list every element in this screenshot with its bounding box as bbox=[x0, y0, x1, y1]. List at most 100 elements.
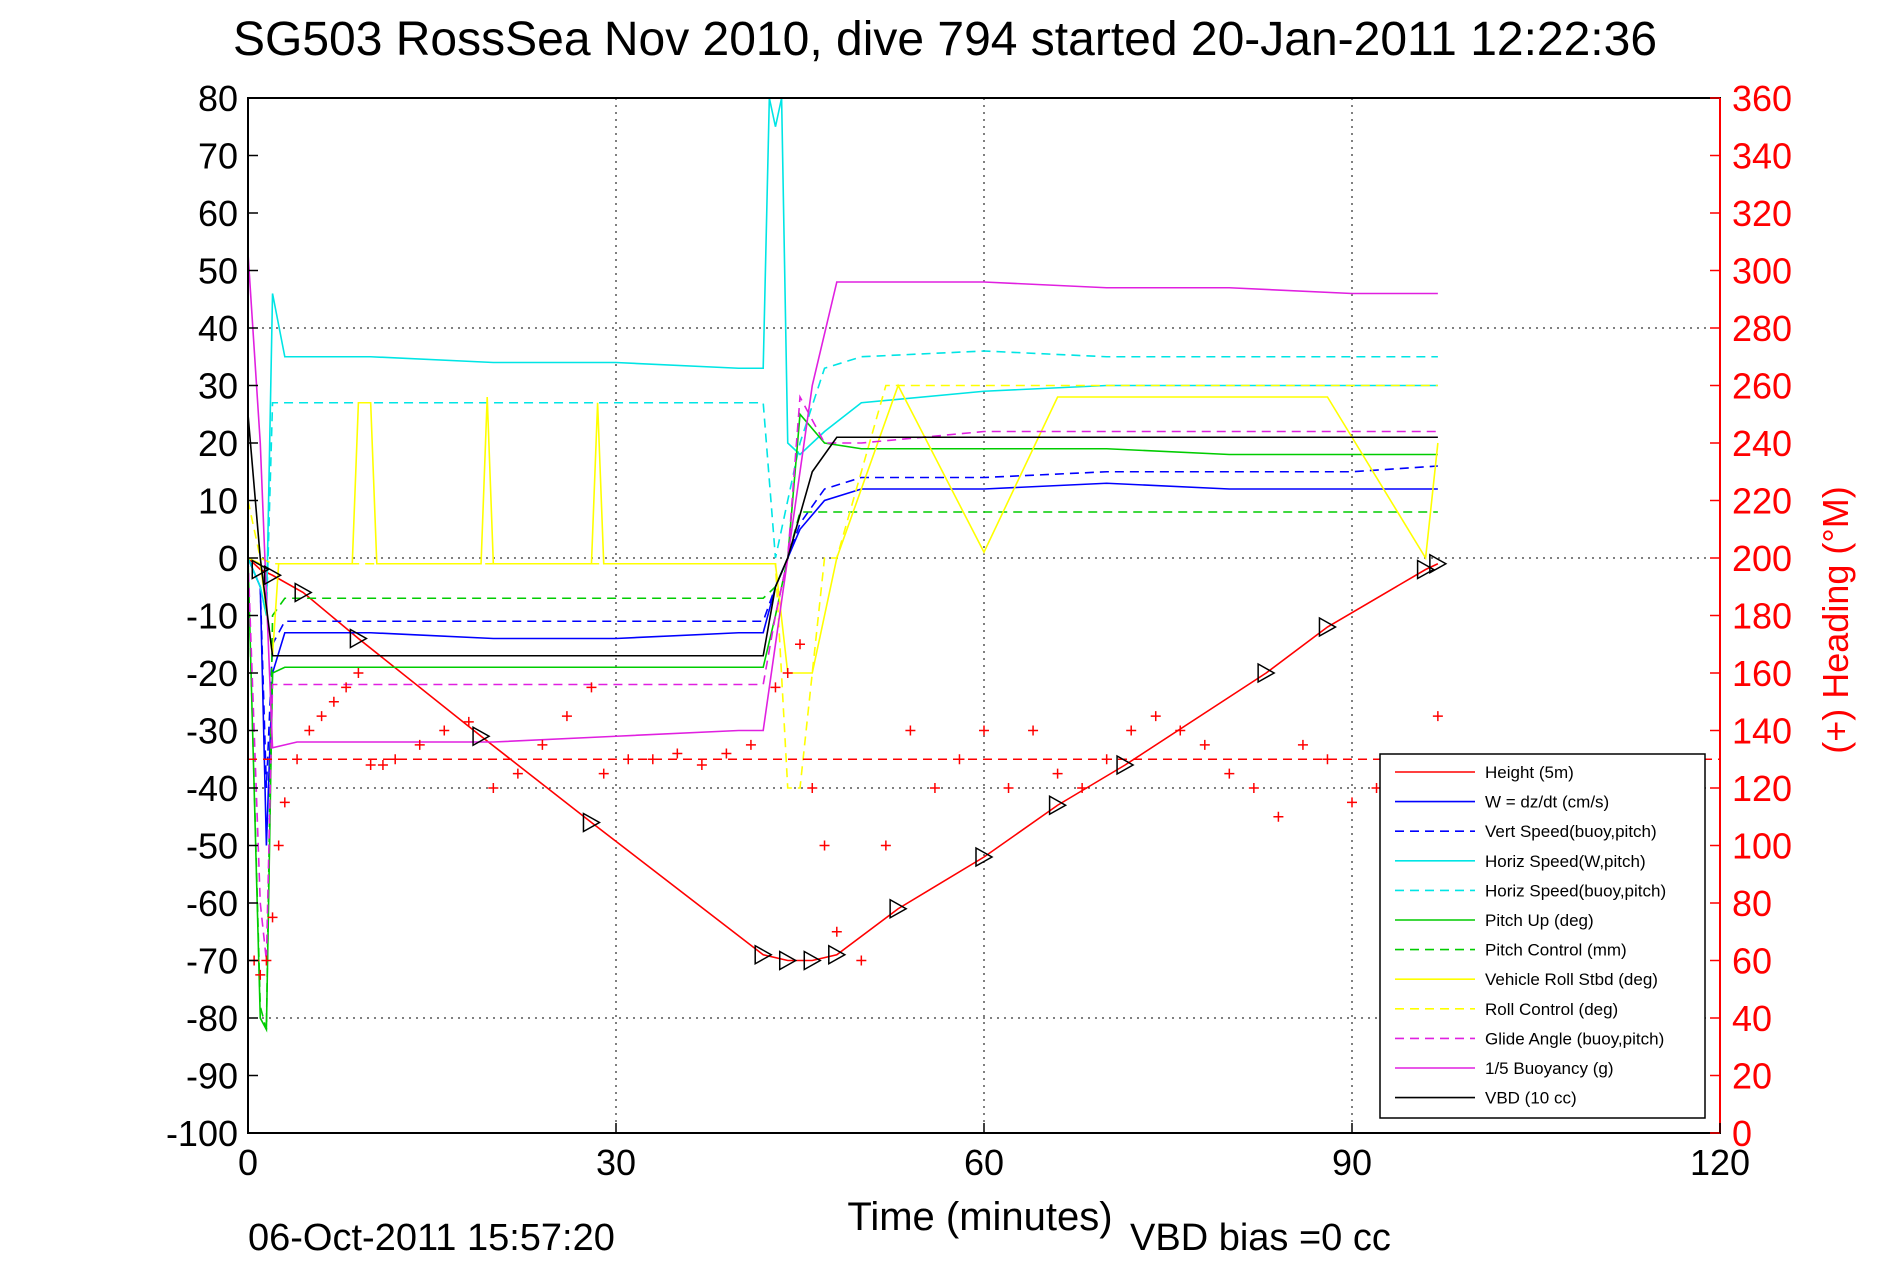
depth-marker-3 bbox=[294, 582, 313, 603]
right-tick-label-4: 280 bbox=[1732, 308, 1792, 349]
left-tick-label-7: 10 bbox=[198, 481, 238, 522]
heading-marker-29 bbox=[745, 739, 756, 750]
right-tick-label-12: 120 bbox=[1732, 768, 1792, 809]
right-tick-label-2: 320 bbox=[1732, 193, 1792, 234]
left-tick-label-15: -70 bbox=[186, 941, 238, 982]
heading-marker-32 bbox=[795, 639, 805, 650]
right-tick-label-18: 0 bbox=[1732, 1113, 1752, 1154]
left-tick-label-14: -60 bbox=[186, 883, 238, 924]
heading-marker-28 bbox=[721, 748, 732, 759]
left-tick-label-4: 40 bbox=[198, 308, 238, 349]
left-axis-ticks: 80 70 60 50 40 30 20 10 0 -10 -20 -30 -40 -50 -60 -70 -8… bbox=[166, 78, 258, 1154]
depth-marker-9 bbox=[803, 950, 822, 971]
legend-label-4: Horiz Speed(buoy,pitch) bbox=[1485, 881, 1666, 900]
legend-label-11: VBD (10 cc) bbox=[1485, 1089, 1577, 1108]
heading-marker-3 bbox=[267, 912, 278, 923]
left-tick-label-5: 30 bbox=[198, 366, 238, 407]
left-tick-label-16: -80 bbox=[186, 998, 238, 1039]
heading-marker-37 bbox=[880, 840, 891, 851]
legend-label-7: Vehicle Roll Stbd (deg) bbox=[1485, 970, 1658, 989]
heading-marker-30 bbox=[770, 682, 781, 693]
heading-marker-12 bbox=[365, 760, 376, 770]
legend-label-6: Pitch Control (mm) bbox=[1485, 941, 1627, 960]
right-tick-label-17: 20 bbox=[1732, 1056, 1772, 1097]
heading-marker-20 bbox=[537, 739, 548, 750]
left-tick-label-12: -40 bbox=[186, 768, 238, 809]
x-tick-label-2: 60 bbox=[964, 1142, 1004, 1183]
heading-marker-43 bbox=[1028, 725, 1039, 736]
series-line-6 bbox=[247, 511, 1438, 1030]
heading-marker-45 bbox=[1077, 783, 1088, 793]
series-line-1 bbox=[247, 482, 1438, 846]
legend-label-5: Pitch Up (deg) bbox=[1485, 911, 1594, 930]
heading-marker-8 bbox=[316, 711, 327, 722]
depth-marker-18 bbox=[1429, 553, 1448, 575]
left-tick-label-13: -50 bbox=[186, 826, 238, 867]
right-tick-label-7: 220 bbox=[1732, 481, 1792, 522]
depth-marker-14 bbox=[1116, 754, 1135, 776]
depth-marker-8 bbox=[778, 950, 798, 971]
heading-marker-2 bbox=[261, 955, 272, 966]
legend-label-2: Vert Speed(buoy,pitch) bbox=[1485, 822, 1657, 841]
depth-marker-17 bbox=[1416, 559, 1436, 580]
heading-marker-27 bbox=[696, 760, 707, 770]
right-tick-label-6: 240 bbox=[1732, 423, 1792, 464]
x-tick-label-0: 0 bbox=[238, 1142, 258, 1183]
footer-timestamp: 06-Oct-2011 15:57:20 bbox=[248, 1217, 615, 1259]
heading-marker-51 bbox=[1224, 768, 1235, 779]
right-tick-label-16: 40 bbox=[1732, 998, 1772, 1039]
legend-label-0: Height (5m) bbox=[1485, 763, 1574, 782]
series-line-9 bbox=[247, 394, 1438, 961]
series-line-0 bbox=[247, 557, 1439, 962]
right-tick-label-5: 260 bbox=[1732, 366, 1792, 407]
depth-marker-5 bbox=[472, 725, 491, 747]
heading-marker-31 bbox=[782, 668, 793, 678]
series-line-10 bbox=[247, 253, 1438, 749]
x-axis-label: Time (minutes) bbox=[847, 1195, 1112, 1239]
left-tick-label-18: -100 bbox=[166, 1113, 238, 1154]
series-line-5 bbox=[247, 412, 1438, 1033]
right-tick-label-0: 360 bbox=[1732, 78, 1792, 119]
heading-marker-33 bbox=[807, 783, 818, 793]
depth-marker-2 bbox=[263, 564, 283, 586]
left-tick-label-6: 20 bbox=[198, 423, 238, 464]
series-line-4 bbox=[247, 350, 1438, 616]
heading-marker-22 bbox=[586, 682, 597, 693]
heading-marker-60 bbox=[1432, 711, 1443, 722]
right-tick-label-11: 140 bbox=[1732, 711, 1792, 752]
depth-marker-1 bbox=[251, 559, 270, 580]
series-line-2 bbox=[247, 465, 1438, 789]
footer-vbd-bias: VBD bias =0 cc bbox=[1130, 1217, 1391, 1259]
depth-marker-4 bbox=[349, 628, 368, 649]
legend-box bbox=[1379, 753, 1706, 1119]
depth-marker-11 bbox=[889, 898, 908, 920]
left-tick-label-3: 50 bbox=[198, 251, 238, 292]
heading-marker-39 bbox=[929, 783, 940, 793]
heading-marker-23 bbox=[598, 768, 609, 779]
left-tick-label-9: -10 bbox=[186, 596, 238, 637]
depth-marker-15 bbox=[1257, 662, 1276, 684]
heading-marker-7 bbox=[304, 725, 315, 736]
heading-marker-49 bbox=[1175, 725, 1186, 736]
right-tick-label-8: 200 bbox=[1732, 538, 1792, 579]
heading-marker-18 bbox=[488, 783, 499, 793]
heading-marker-47 bbox=[1126, 725, 1137, 736]
series-line-8 bbox=[247, 384, 1438, 789]
heading-marker-11 bbox=[353, 668, 364, 678]
right-tick-label-15: 60 bbox=[1732, 941, 1772, 982]
depth-markers bbox=[251, 553, 1448, 971]
heading-marker-48 bbox=[1150, 711, 1161, 722]
x-tick-label-4: 120 bbox=[1690, 1142, 1750, 1183]
heading-marker-41 bbox=[979, 725, 989, 736]
depth-marker-10 bbox=[828, 944, 847, 966]
heading-marker-52 bbox=[1248, 783, 1259, 793]
heading-marker-42 bbox=[1003, 783, 1014, 793]
left-tick-label-2: 60 bbox=[198, 193, 238, 234]
left-tick-label-0: 80 bbox=[198, 78, 238, 119]
legend-label-9: Glide Angle (buoy,pitch) bbox=[1485, 1029, 1664, 1048]
right-tick-label-13: 100 bbox=[1732, 826, 1792, 867]
heading-marker-54 bbox=[1297, 739, 1308, 750]
right-axis-label: (+) Heading (°M) bbox=[1815, 486, 1856, 753]
depth-marker-6 bbox=[582, 812, 601, 833]
